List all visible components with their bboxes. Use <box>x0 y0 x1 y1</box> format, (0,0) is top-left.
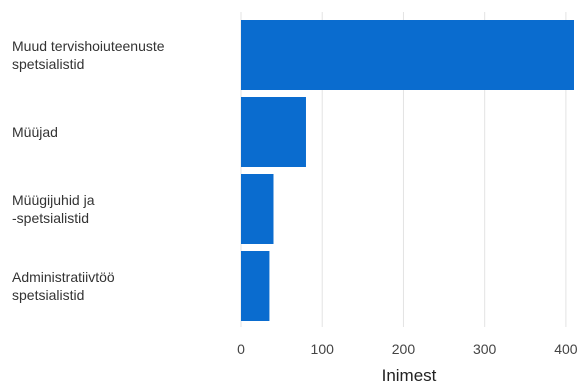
category-label-2: Müüjad <box>12 124 58 140</box>
x-tick-label: 300 <box>473 341 497 357</box>
category-labels: Muud tervishoiuteenuste spetsialistid Müüj… <box>12 38 165 303</box>
x-tick-label: 0 <box>237 341 245 357</box>
x-tick-label: 100 <box>311 341 335 357</box>
bar-2 <box>241 97 306 167</box>
x-tick-label: 400 <box>554 341 578 357</box>
x-tick-label: 200 <box>392 341 416 357</box>
category-label-3: Müügijuhid ja -spetsialistid <box>12 192 95 226</box>
bars <box>241 20 574 321</box>
category-label-4: Administratiivtöö spetsialistid <box>12 269 115 303</box>
x-tick-labels: 0 100 200 300 400 <box>237 341 578 357</box>
category-label-1: Muud tervishoiuteenuste spetsialistid <box>12 38 165 72</box>
x-axis-title: Inimest <box>382 366 437 385</box>
bar-1 <box>241 20 574 90</box>
bar-4 <box>241 251 270 321</box>
bar-3 <box>241 174 274 244</box>
